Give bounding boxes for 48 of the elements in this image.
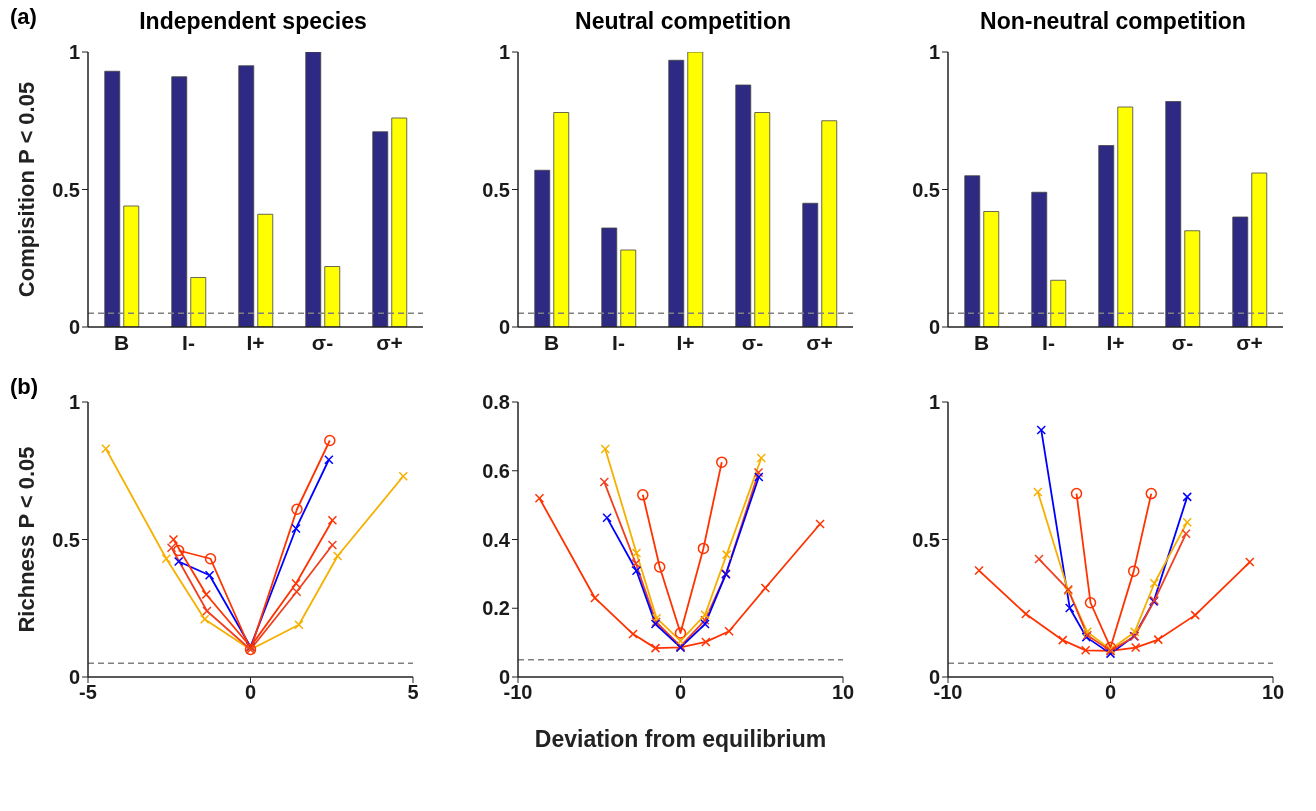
x-tick-label: I+ xyxy=(1106,330,1125,354)
x-tick-label: I- xyxy=(612,330,625,354)
x-tick-label: I- xyxy=(1042,330,1055,354)
text: (a) xyxy=(10,4,37,30)
chart-title: Non-neutral competition xyxy=(979,8,1247,36)
x-tick-label: 5 xyxy=(407,681,419,704)
chart-title: Neutral competition xyxy=(574,8,792,36)
y-axis-title: Richness P < 0.05 xyxy=(13,446,39,633)
x-tick-label: 10 xyxy=(831,681,855,704)
x-tick-label: σ+ xyxy=(376,330,403,354)
x-axis-title: Deviation from equilibrium xyxy=(534,726,827,752)
x-tick-label: I- xyxy=(182,330,195,354)
y-tick-label: 0 xyxy=(68,316,80,339)
y-tick-label: 0.5 xyxy=(482,178,510,201)
y-tick-label: 0.4 xyxy=(482,528,511,551)
y-tick-label: 1 xyxy=(928,41,940,64)
x-tick-label: 0 xyxy=(674,681,687,704)
y-tick-label: 0.5 xyxy=(912,528,940,551)
x-tick-label: 10 xyxy=(1261,681,1285,704)
x-tick-label: B xyxy=(543,330,560,354)
y-tick-label: 1 xyxy=(928,391,940,414)
x-tick-label: σ- xyxy=(311,330,334,354)
x-tick-label: σ+ xyxy=(806,330,833,354)
y-tick-label: 0.5 xyxy=(52,178,80,201)
x-tick-label: 0 xyxy=(244,681,257,704)
y-tick-label: 0.8 xyxy=(482,391,510,414)
x-tick-label: B xyxy=(973,330,990,354)
x-tick-label: σ+ xyxy=(1236,330,1263,354)
x-tick-label: σ- xyxy=(741,330,764,354)
y-tick-label: 1 xyxy=(68,41,80,64)
y-tick-label: 0 xyxy=(928,316,940,339)
x-tick-label: -5 xyxy=(79,681,97,704)
y-tick-label: 0 xyxy=(68,666,80,689)
x-tick-label: I+ xyxy=(676,330,695,354)
y-axis-title: Compisition P < 0.05 xyxy=(13,81,39,298)
chart-title: Independent species xyxy=(139,8,367,34)
y-tick-label: 0.6 xyxy=(482,459,510,482)
y-tick-label: 1 xyxy=(498,41,510,64)
x-tick-label: B xyxy=(113,330,130,354)
x-tick-label: I+ xyxy=(246,330,265,354)
x-tick-label: 0 xyxy=(1104,681,1117,704)
text: (b) xyxy=(10,374,39,400)
x-tick-label: σ- xyxy=(1171,330,1194,354)
y-tick-label: 0.5 xyxy=(912,178,940,201)
y-tick-label: 0 xyxy=(498,316,510,339)
y-tick-label: 0.2 xyxy=(482,597,510,620)
y-tick-label: 1 xyxy=(68,391,80,414)
y-tick-label: 0.5 xyxy=(52,528,80,551)
